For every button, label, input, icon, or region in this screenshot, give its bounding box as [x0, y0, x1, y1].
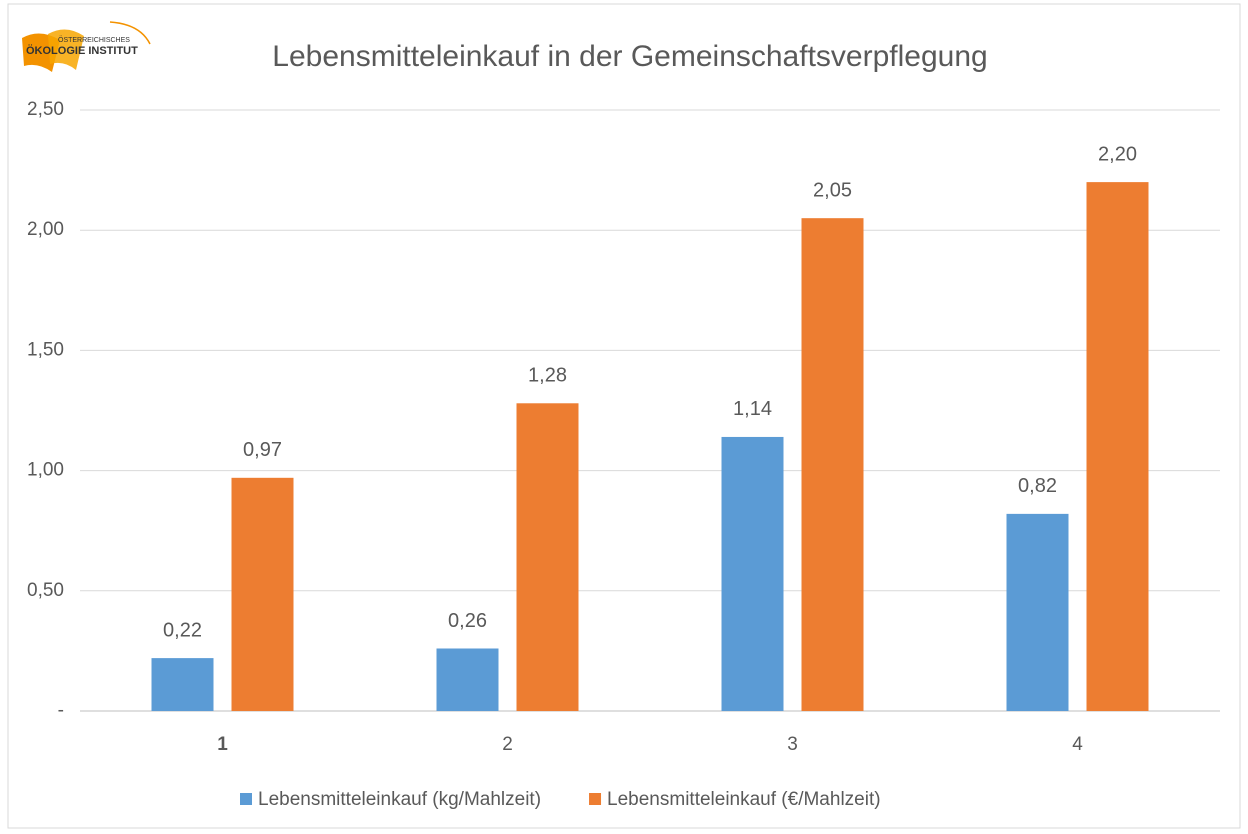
bar: [1086, 182, 1149, 711]
data-label: 0,97: [243, 439, 282, 461]
y-tick-label: 1,50: [27, 339, 64, 360]
logo: ÖSTERREICHISCHES ÖKOLOGIE INSTITUT: [22, 21, 151, 72]
bar: [516, 403, 579, 711]
bar: [436, 648, 499, 711]
logo-arc: [109, 21, 151, 45]
chart-title: Lebensmitteleinkauf in der Gemeinschafts…: [272, 40, 987, 73]
bar: [801, 218, 864, 711]
data-label: 0,82: [1018, 475, 1057, 497]
y-tick-label: 2,00: [27, 219, 64, 240]
logo-shape: [48, 29, 84, 71]
x-tick-label: 2: [502, 734, 513, 755]
bar: [721, 436, 784, 711]
data-label: 1,14: [733, 398, 772, 420]
bar: [231, 477, 294, 711]
x-tick-label: 3: [787, 734, 798, 755]
y-tick-label: -: [58, 700, 64, 721]
data-label: 2,05: [813, 179, 852, 201]
legend-label: Lebensmitteleinkauf (€/Mahlzeit): [607, 789, 881, 810]
y-tick-label: 0,50: [27, 580, 64, 601]
data-label: 2,20: [1098, 143, 1137, 165]
bar: [151, 658, 214, 711]
legend-swatch: [589, 793, 602, 805]
logo-text: ÖSTERREICHISCHES: [58, 36, 130, 44]
legend-swatch: [240, 793, 252, 805]
y-tick-label: 2,50: [27, 99, 64, 120]
data-label: 1,28: [528, 365, 567, 387]
data-label: 0,22: [163, 619, 202, 641]
x-tick-label: 1: [217, 734, 228, 755]
data-label: 0,26: [448, 610, 487, 632]
logo-text: ÖKOLOGIE INSTITUT: [26, 44, 138, 57]
x-tick-label: 4: [1072, 734, 1083, 755]
bar: [1006, 513, 1069, 711]
legend-label: Lebensmitteleinkauf (kg/Mahlzeit): [258, 789, 541, 810]
y-tick-label: 1,00: [27, 460, 64, 481]
